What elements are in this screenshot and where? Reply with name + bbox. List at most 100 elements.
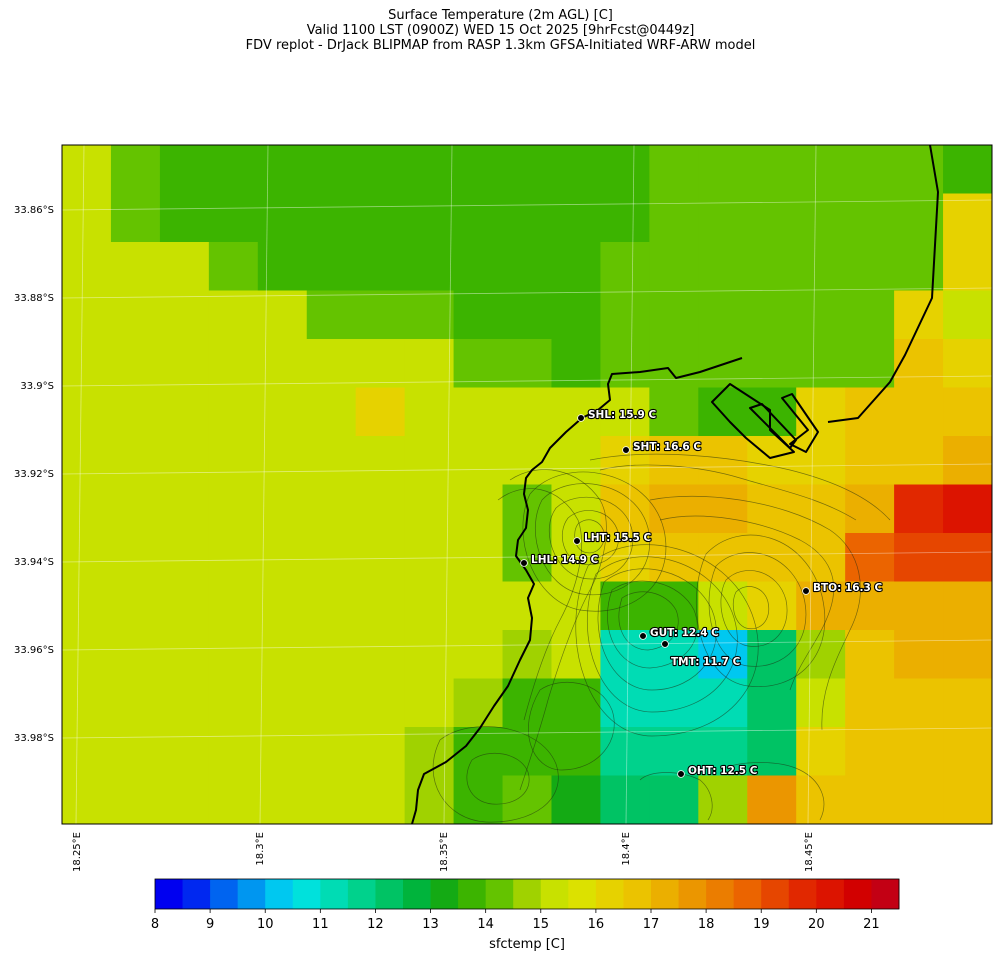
heatmap-cell (600, 775, 650, 824)
heatmap-cell (796, 775, 846, 824)
heatmap-cell (698, 775, 748, 824)
heatmap-cell (747, 678, 797, 728)
heatmap-cell (894, 339, 944, 389)
heatmap-cell (208, 727, 259, 777)
heatmap-cell (943, 775, 992, 824)
heatmap-cell (208, 290, 259, 340)
colorbar-tick-label: 11 (312, 917, 329, 932)
heatmap-cell (404, 678, 455, 728)
heatmap-cell (600, 339, 650, 389)
station-sht[interactable]: SHT: 16.6 C (622, 440, 702, 454)
heatmap-cell (257, 193, 308, 243)
heatmap-cell (551, 290, 602, 340)
heatmap-cell (600, 193, 650, 243)
heatmap-cell (600, 145, 650, 195)
heatmap-cell (649, 775, 699, 824)
station-label: BTO: 16.3 C (813, 582, 883, 594)
colorbar-segment (595, 879, 624, 909)
heatmap-cell (551, 339, 602, 389)
station-markers: SHL: 15.9 C SHT: 16.6 C LHT: 15.5 C LHL:… (520, 408, 884, 778)
heatmap-cell (502, 387, 553, 437)
colorbar-segment (155, 879, 183, 909)
temperature-heatmap (62, 145, 992, 824)
station-lhl[interactable]: LHL: 14.9 C (520, 553, 600, 567)
heatmap-cell (453, 533, 504, 583)
heatmap-cell (943, 484, 992, 534)
colorbar-tick-label: 19 (753, 917, 770, 932)
heatmap-cell (306, 193, 357, 243)
heatmap-cell (159, 387, 210, 437)
heatmap-cell (208, 678, 259, 728)
colorbar-segment (292, 879, 321, 909)
heatmap-cell (943, 193, 992, 243)
heatmap-cell (404, 727, 455, 777)
heatmap-cell (600, 242, 650, 292)
heatmap-cell (796, 339, 846, 389)
heatmap-cell (943, 581, 992, 631)
heatmap-cell (649, 193, 699, 243)
colorbar-segment (761, 879, 790, 909)
heatmap-cell (355, 290, 406, 340)
heatmap-cell (404, 145, 455, 195)
heatmap-cell (894, 775, 944, 824)
heatmap-cell (845, 290, 895, 340)
heatmap-cell (257, 630, 308, 680)
station-gut[interactable]: GUT: 12.4 C (639, 626, 720, 640)
colorbar-tick-label: 10 (257, 917, 274, 932)
heatmap-cell (453, 290, 504, 340)
longitude-axis: 18.25°E 18.3°E 18.35°E 18.4°E 18.45°E (72, 832, 815, 872)
heatmap-cell (845, 387, 895, 437)
heatmap-cell (649, 630, 699, 680)
colorbar-segment (210, 879, 239, 909)
station-oht[interactable]: OHT: 12.5 C (677, 764, 759, 778)
heatmap-cell (796, 484, 846, 534)
heatmap-cell (208, 387, 259, 437)
heatmap-cell (159, 145, 210, 195)
latitude-axis: 33.86°S 33.88°S 33.9°S 33.92°S 33.94°S 3… (14, 205, 54, 744)
station-dot (573, 537, 581, 545)
heatmap-cell (453, 387, 504, 437)
heatmap-cell (62, 581, 112, 631)
heatmap-cell (306, 775, 357, 824)
heatmap-cell (110, 533, 161, 583)
lat-label: 33.96°S (14, 645, 54, 656)
heatmap-cell (257, 727, 308, 777)
heatmap-cell (62, 436, 112, 486)
station-shl[interactable]: SHL: 15.9 C (577, 408, 658, 422)
station-bto[interactable]: BTO: 16.3 C (802, 581, 884, 595)
heatmap-cell (502, 339, 553, 389)
heatmap-cell (796, 678, 846, 728)
heatmap-cell (208, 630, 259, 680)
heatmap-cell (404, 581, 455, 631)
heatmap-cell (649, 290, 699, 340)
heatmap-cell (747, 436, 797, 486)
heatmap-cell (306, 581, 357, 631)
heatmap-cell (796, 727, 846, 777)
lon-label: 18.45°E (804, 832, 815, 872)
heatmap-cell (110, 193, 161, 243)
heatmap-cell (894, 290, 944, 340)
heatmap-cell (453, 727, 504, 777)
heatmap-cell (257, 775, 308, 824)
heatmap-cell (502, 290, 553, 340)
heatmap-cell (943, 436, 992, 486)
heatmap-cell (404, 630, 455, 680)
station-lht[interactable]: LHT: 15.5 C (573, 531, 653, 545)
heatmap-cell (845, 193, 895, 243)
station-tmt[interactable]: TMT: 11.7 C (661, 640, 742, 669)
colorbar-segment (347, 879, 376, 909)
station-label: TMT: 11.7 C (671, 656, 741, 668)
heatmap-cell (306, 242, 357, 292)
lat-label: 33.88°S (14, 293, 54, 304)
heatmap-cell (551, 484, 602, 534)
heatmap-cell (845, 484, 895, 534)
heatmap-cell (698, 581, 748, 631)
heatmap-cell (355, 387, 406, 437)
heatmap-cell (747, 242, 797, 292)
heatmap-cell (404, 533, 455, 583)
colorbar-tick-label: 12 (367, 917, 384, 932)
heatmap-cell (453, 581, 504, 631)
heatmap-cell (698, 290, 748, 340)
heatmap-cell (698, 678, 748, 728)
lon-label: 18.4°E (621, 832, 632, 866)
